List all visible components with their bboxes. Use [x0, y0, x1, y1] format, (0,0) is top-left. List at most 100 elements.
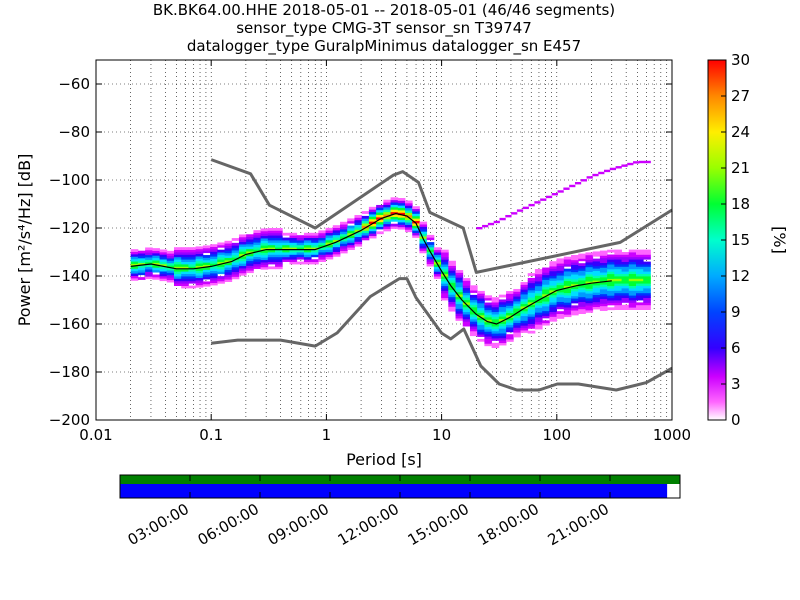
density-cell	[267, 256, 276, 260]
density-cell	[181, 268, 189, 272]
density-cell	[592, 263, 601, 267]
density-cell	[506, 295, 514, 299]
density-cell	[592, 251, 601, 255]
density-cell	[491, 335, 500, 339]
density-cell	[347, 225, 355, 229]
density-cell	[217, 268, 225, 272]
density-cell	[210, 280, 218, 284]
density-cell	[636, 292, 644, 296]
density-cell	[477, 334, 485, 337]
density-cell	[498, 313, 507, 317]
colorbar-tick-label: 21	[731, 159, 750, 177]
density-cell	[448, 299, 456, 302]
density-cell	[289, 254, 298, 258]
density-cell	[542, 293, 550, 297]
density-cell	[592, 285, 601, 288]
density-cell	[621, 304, 630, 308]
density-cell	[275, 249, 283, 253]
density-cell	[405, 219, 413, 223]
density-cell	[231, 257, 240, 261]
density-cell	[361, 237, 370, 241]
density-cell	[361, 211, 370, 214]
density-cell	[609, 167, 617, 171]
density-cell	[469, 330, 478, 334]
density-cell	[556, 267, 565, 271]
density-cell	[614, 249, 622, 253]
timeline-tick-label: 03:00:00	[125, 500, 192, 549]
density-cell	[469, 297, 478, 301]
density-cell	[542, 320, 550, 324]
density-cell	[332, 251, 341, 255]
density-cell	[238, 270, 247, 274]
density-cell	[585, 264, 594, 268]
density-cell	[484, 297, 493, 301]
density-cell	[542, 322, 550, 326]
density-cell	[260, 262, 269, 265]
density-cell	[441, 268, 449, 272]
density-cell	[621, 307, 630, 310]
density-cell	[527, 330, 536, 334]
density-cell	[282, 254, 290, 258]
density-cell	[455, 291, 464, 295]
density-cell	[325, 232, 334, 236]
density-cell	[599, 274, 608, 278]
density-cell	[231, 238, 240, 241]
density-cell	[628, 302, 637, 306]
density-cell	[599, 296, 608, 299]
density-cell	[166, 250, 175, 254]
density-cell	[520, 315, 529, 319]
density-cell	[426, 263, 435, 267]
density-cell	[419, 221, 428, 225]
density-cell	[607, 280, 615, 284]
density-cell	[383, 223, 391, 227]
density-cell	[607, 307, 615, 311]
density-cell	[238, 239, 247, 243]
density-cell	[159, 249, 168, 253]
density-cell	[159, 271, 168, 274]
density-cell	[296, 247, 305, 250]
density-cell	[578, 308, 586, 312]
density-cell	[441, 297, 449, 301]
density-cell	[397, 214, 406, 218]
density-cell	[607, 302, 615, 306]
density-cell	[267, 249, 276, 253]
density-cell	[145, 264, 153, 268]
density-cell	[152, 276, 160, 280]
density-cell	[636, 304, 644, 308]
density-cell	[397, 226, 406, 230]
density-cell	[347, 227, 355, 231]
density-cell	[513, 288, 521, 292]
density-cell	[347, 242, 355, 246]
density-cell	[484, 304, 493, 308]
density-cell	[527, 282, 536, 286]
density-cell	[195, 282, 204, 286]
density-cell	[282, 252, 290, 255]
density-cell	[615, 166, 622, 169]
timeline-tick-label: 21:00:00	[545, 500, 612, 549]
density-cell	[484, 314, 493, 318]
density-cell	[340, 240, 348, 244]
density-cell	[246, 251, 254, 254]
density-cell	[534, 312, 543, 316]
density-cell	[643, 307, 651, 310]
density-cell	[607, 249, 615, 253]
density-cell	[181, 252, 189, 255]
density-cell	[549, 270, 558, 274]
density-cell	[217, 259, 225, 263]
density-cell	[412, 220, 420, 224]
density-cell	[542, 313, 550, 316]
density-cell	[571, 254, 579, 258]
density-cell	[397, 207, 406, 211]
density-cell	[571, 271, 579, 275]
density-cell	[516, 209, 524, 212]
density-cell	[332, 227, 341, 231]
nhnm-curve	[210, 158, 673, 274]
density-cell	[260, 254, 269, 258]
density-cell	[527, 287, 536, 291]
density-cell	[448, 301, 456, 305]
density-cell	[253, 246, 262, 250]
density-cell	[643, 252, 651, 255]
density-cell	[592, 304, 601, 308]
density-cell	[325, 242, 334, 246]
density-cell	[484, 312, 493, 315]
